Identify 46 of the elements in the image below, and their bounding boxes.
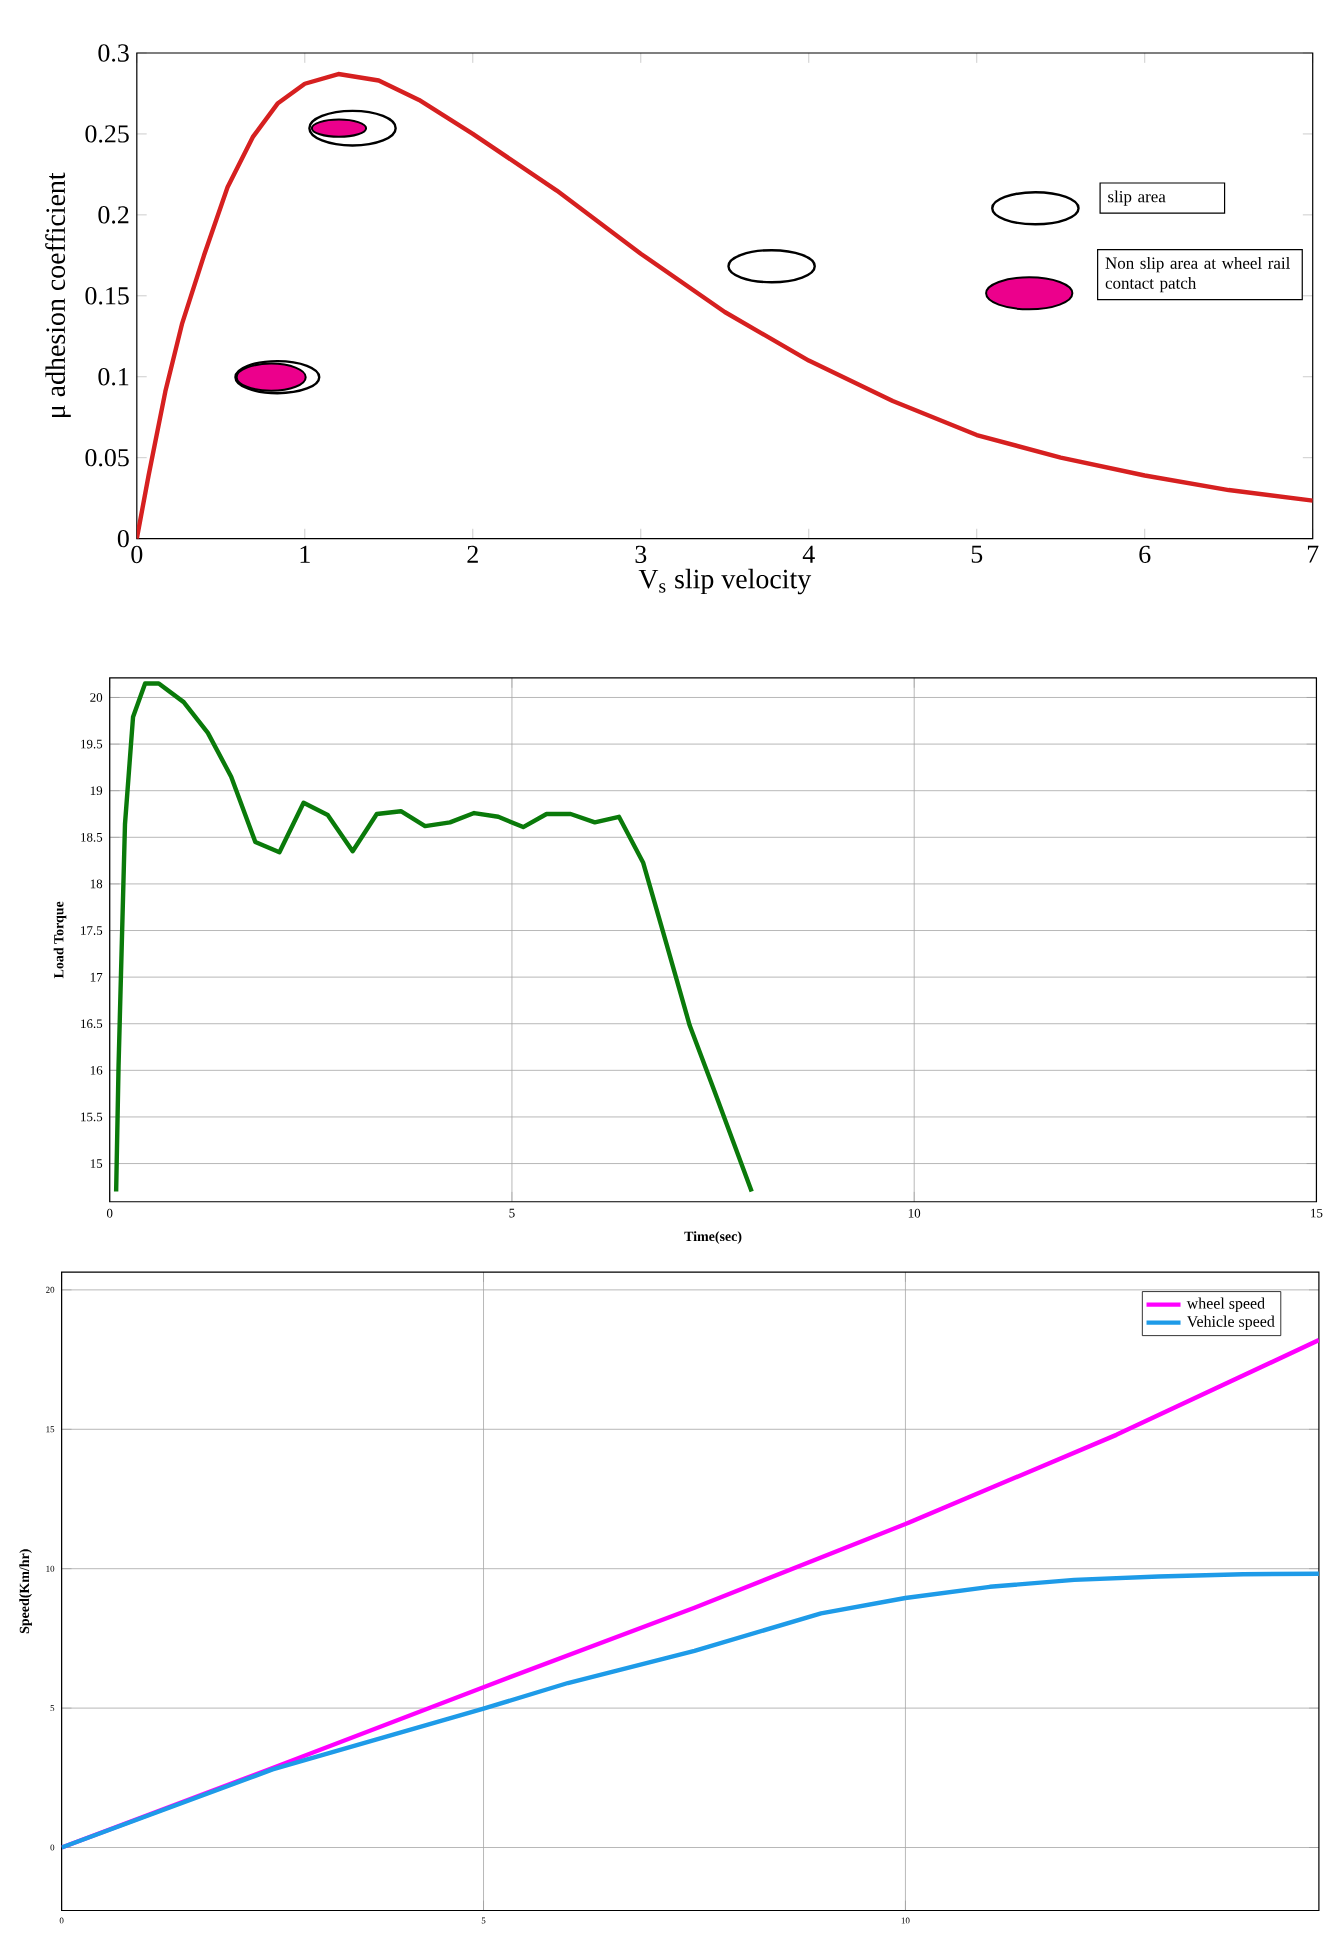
y-axis-title: μ adhesion coefficient <box>45 172 71 417</box>
y-tick-label: 0.15 <box>85 287 129 305</box>
y-tick-label: 16 <box>90 1066 103 1075</box>
annotation: Non slip area at wheel rail contact patch <box>1105 256 1290 293</box>
y-tick-label: 0.05 <box>85 448 129 467</box>
y-tick-label: 18 <box>90 879 103 889</box>
y-tick-label: 19.5 <box>81 739 103 749</box>
legend-label: wheel speed <box>1186 1297 1265 1313</box>
y-tick-label: 18.5 <box>81 832 103 842</box>
y-tick-label: 0 <box>117 529 129 548</box>
annotation: slip area <box>1108 190 1166 206</box>
x-tick-label: 10 <box>901 1917 910 1924</box>
y-tick-label: 15.5 <box>81 1112 103 1122</box>
x-tick-label: 3 <box>635 545 647 564</box>
y-tick-label: 17 <box>90 972 103 982</box>
x-tick-label: 5 <box>481 1917 486 1924</box>
y-tick-label: 16.5 <box>81 1019 103 1029</box>
y-tick-label: 0.1 <box>98 367 129 386</box>
y-tick-label: 15 <box>46 1426 55 1433</box>
y-tick-label: 20 <box>46 1286 55 1293</box>
x-axis-title: V$_{s}$ slip velocity <box>638 568 812 595</box>
y-tick-label: 0.3 <box>98 44 129 62</box>
y-tick-label: 0 <box>50 1844 55 1851</box>
x-tick-label: 1 <box>300 545 310 563</box>
x-tick-label: 6 <box>1139 545 1151 564</box>
x-tick-label: 5 <box>971 545 983 563</box>
y-tick-label: 15 <box>90 1159 103 1168</box>
legend-label: Vehicle speed <box>1186 1315 1275 1331</box>
y-tick-label: 0.25 <box>85 125 129 143</box>
x-tick-label: 2 <box>467 545 478 563</box>
x-axis-title: Time(sec) <box>684 1231 742 1244</box>
x-tick-label: 0 <box>131 545 143 564</box>
x-tick-label: 10 <box>908 1208 921 1218</box>
y-tick-label: 0.2 <box>98 206 129 224</box>
x-tick-label: 15 <box>1311 1208 1323 1218</box>
y-tick-label: 17.5 <box>81 926 103 935</box>
y-axis-title: Load Torque <box>53 901 67 979</box>
x-tick-label: 0 <box>59 1917 64 1924</box>
y-tick-label: 10 <box>46 1565 55 1572</box>
y-axis-title: Speed(Km/hr) <box>19 1549 32 1634</box>
y-tick-label: 19 <box>90 786 103 796</box>
y-tick-label: 5 <box>50 1705 55 1712</box>
x-tick-label: 5 <box>509 1208 515 1218</box>
x-tick-label: 4 <box>802 545 815 563</box>
x-tick-label: 7 <box>1307 545 1319 563</box>
y-tick-label: 20 <box>90 693 103 702</box>
